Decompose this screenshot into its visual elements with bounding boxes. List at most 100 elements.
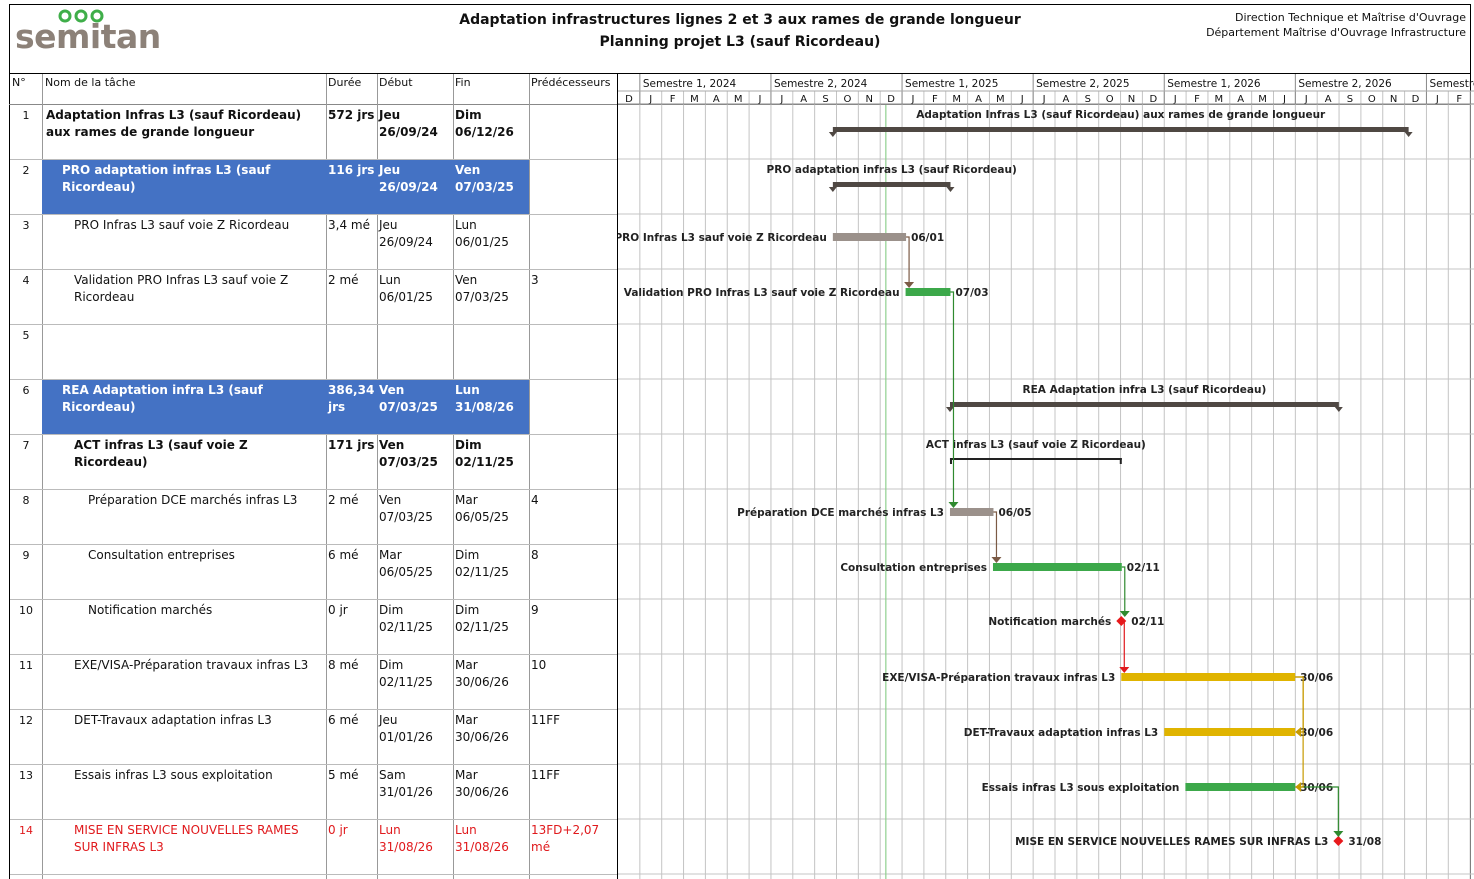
task-name[interactable]: PRO adaptation infras L3 (sauf Ricordeau… [42, 160, 326, 214]
task-name[interactable]: DET-Travaux adaptation infras L3 [74, 713, 272, 727]
task-end[interactable]: Dim 06/12/26 [453, 105, 529, 159]
task-predecessors[interactable]: 11FF [531, 713, 561, 727]
table-row[interactable]: 14 MISE EN SERVICE NOUVELLES RAMES SUR IN… [10, 820, 617, 875]
table-row[interactable]: 3 PRO Infras L3 sauf voie Z Ricordeau 3,4 … [10, 215, 617, 270]
task-duration[interactable]: 8 mé [328, 658, 359, 672]
task-duration[interactable]: 2 mé [328, 273, 359, 287]
table-row[interactable]: 10 Notification marchés 0 jr Dim 02/11/25 Dim… [10, 600, 617, 655]
task-name[interactable]: Consultation entreprises [88, 548, 235, 562]
task-start[interactable]: Jeu 26/09/24 [377, 215, 453, 269]
task-duration[interactable]: 572 jrs [328, 108, 375, 122]
task-start[interactable]: Dim 02/11/25 [377, 600, 453, 654]
task-number[interactable]: 1 [22, 109, 30, 122]
task-start[interactable]: Lun 06/01/25 [377, 270, 453, 324]
task-start[interactable]: Mar 06/05/25 [377, 545, 453, 599]
task-name[interactable]: Notification marchés [88, 603, 213, 617]
task-number[interactable]: 5 [22, 329, 30, 342]
task-number[interactable]: 4 [22, 274, 30, 287]
table-row[interactable]: 12 DET-Travaux adaptation infras L3 6 mé Je… [10, 710, 617, 765]
task-number[interactable]: 11 [19, 659, 33, 672]
task-number[interactable]: 3 [22, 219, 30, 232]
task-name[interactable]: REA Adaptation infra L3 (sauf Ricordeau) [42, 380, 326, 434]
task-predecessors[interactable] [529, 160, 617, 214]
task-duration[interactable]: 6 mé [328, 548, 359, 562]
task-end[interactable]: Ven 07/03/25 [453, 160, 529, 214]
task-end[interactable]: Dim 02/11/25 [453, 435, 529, 489]
task-duration[interactable]: 5 mé [328, 768, 359, 782]
task-duration[interactable] [326, 325, 377, 379]
task-predecessors[interactable] [529, 215, 617, 269]
task-name[interactable]: ACT infras L3 (sauf voie Z Ricordeau) [74, 438, 248, 469]
task-end[interactable]: Lun 31/08/26 [453, 820, 529, 874]
task-end[interactable]: Mar 30/06/26 [453, 655, 529, 709]
task-number[interactable]: 9 [22, 549, 30, 562]
col-header-end[interactable]: Fin [455, 76, 471, 89]
task-end[interactable]: Mar 06/05/25 [453, 490, 529, 544]
task-name[interactable]: Adaptation Infras L3 (sauf Ricordeau) au… [46, 108, 302, 139]
task-name[interactable]: PRO Infras L3 sauf voie Z Ricordeau [74, 218, 290, 232]
task-start[interactable]: Dim 02/11/25 [377, 655, 453, 709]
task-name[interactable]: Essais infras L3 sous exploitation [74, 768, 273, 782]
table-row[interactable]: 9 Consultation entreprises 6 mé Mar 06/05/25… [10, 545, 617, 600]
task-start[interactable]: Ven 07/03/25 [377, 380, 453, 434]
table-row[interactable]: 2 PRO adaptation infras L3 (sauf Ricordea… [10, 160, 617, 215]
task-start[interactable]: Jeu 26/09/24 [377, 105, 453, 159]
task-name[interactable]: MISE EN SERVICE NOUVELLES RAMES SUR INFR… [74, 823, 299, 854]
table-row[interactable]: 6 REA Adaptation infra L3 (sauf Ricordeau… [10, 380, 617, 435]
task-start[interactable]: Lun 31/08/26 [377, 820, 453, 874]
task-number[interactable]: 6 [22, 384, 30, 397]
task-end[interactable]: Lun 31/08/26 [453, 380, 529, 434]
task-end[interactable]: Dim 02/11/25 [453, 545, 529, 599]
task-start[interactable]: Jeu 26/09/24 [377, 160, 453, 214]
task-predecessors[interactable] [529, 105, 617, 159]
task-duration[interactable]: 0 jr [328, 603, 348, 617]
task-number[interactable]: 12 [19, 714, 33, 727]
task-predecessors[interactable]: 4 [531, 493, 539, 507]
task-start[interactable]: Sam 31/01/26 [377, 765, 453, 819]
task-number[interactable]: 13 [19, 769, 33, 782]
task-start[interactable] [377, 325, 453, 379]
task-duration[interactable]: 116 jrs [326, 160, 377, 214]
task-end[interactable]: Ven 07/03/25 [453, 270, 529, 324]
task-number[interactable]: 7 [22, 439, 30, 452]
task-predecessors[interactable]: 3 [531, 273, 539, 287]
task-predecessors[interactable]: 11FF [531, 768, 561, 782]
task-duration[interactable]: 2 mé [328, 493, 359, 507]
table-row[interactable]: 5 [10, 325, 617, 380]
task-number[interactable]: 14 [19, 824, 33, 837]
table-row[interactable]: 8 Préparation DCE marchés infras L3 2 mé Ve… [10, 490, 617, 545]
task-predecessors[interactable] [529, 325, 617, 379]
task-predecessors[interactable]: 13FD+2,07 mé [531, 823, 600, 854]
task-end[interactable]: Mar 30/06/26 [453, 765, 529, 819]
task-start[interactable]: Jeu 01/01/26 [377, 710, 453, 764]
table-row[interactable]: 4 Validation PRO Infras L3 sauf voie Z Ri… [10, 270, 617, 325]
task-name[interactable]: Préparation DCE marchés infras L3 [88, 493, 298, 507]
task-name[interactable]: Validation PRO Infras L3 sauf voie Z Ric… [74, 273, 289, 304]
table-row[interactable]: 11 EXE/VISA-Préparation travaux infras L3… [10, 655, 617, 710]
col-header-no[interactable]: N° [12, 76, 26, 89]
table-row[interactable]: 13 Essais infras L3 sous exploitation 5 mé… [10, 765, 617, 820]
col-header-predecessors[interactable]: Prédécesseurs [531, 76, 611, 89]
task-predecessors[interactable] [529, 380, 617, 434]
task-predecessors[interactable]: 8 [531, 548, 539, 562]
task-end[interactable]: Dim 02/11/25 [453, 600, 529, 654]
task-end[interactable]: Lun 06/01/25 [453, 215, 529, 269]
col-header-start[interactable]: Début [379, 76, 413, 89]
task-duration[interactable]: 6 mé [328, 713, 359, 727]
task-predecessors[interactable] [529, 435, 617, 489]
task-predecessors[interactable]: 10 [531, 658, 547, 672]
task-duration[interactable]: 0 jr [328, 823, 348, 837]
table-row[interactable]: 1 Adaptation Infras L3 (sauf Ricordeau) a… [10, 105, 617, 160]
task-duration[interactable]: 386,34 jrs [326, 380, 377, 434]
task-duration[interactable]: 171 jrs [328, 438, 375, 452]
task-start[interactable]: Ven 07/03/25 [377, 435, 453, 489]
table-row[interactable]: 7 ACT infras L3 (sauf voie Z Ricordeau) 17… [10, 435, 617, 490]
col-header-name[interactable]: Nom de la tâche [45, 76, 136, 89]
task-name[interactable] [42, 325, 326, 379]
task-number[interactable]: 10 [19, 604, 33, 617]
task-end[interactable]: Mar 30/06/26 [453, 710, 529, 764]
task-start[interactable]: Ven 07/03/25 [377, 490, 453, 544]
task-duration[interactable]: 3,4 mé [328, 218, 370, 232]
col-header-duration[interactable]: Durée [328, 76, 362, 89]
task-number[interactable]: 2 [22, 164, 30, 177]
